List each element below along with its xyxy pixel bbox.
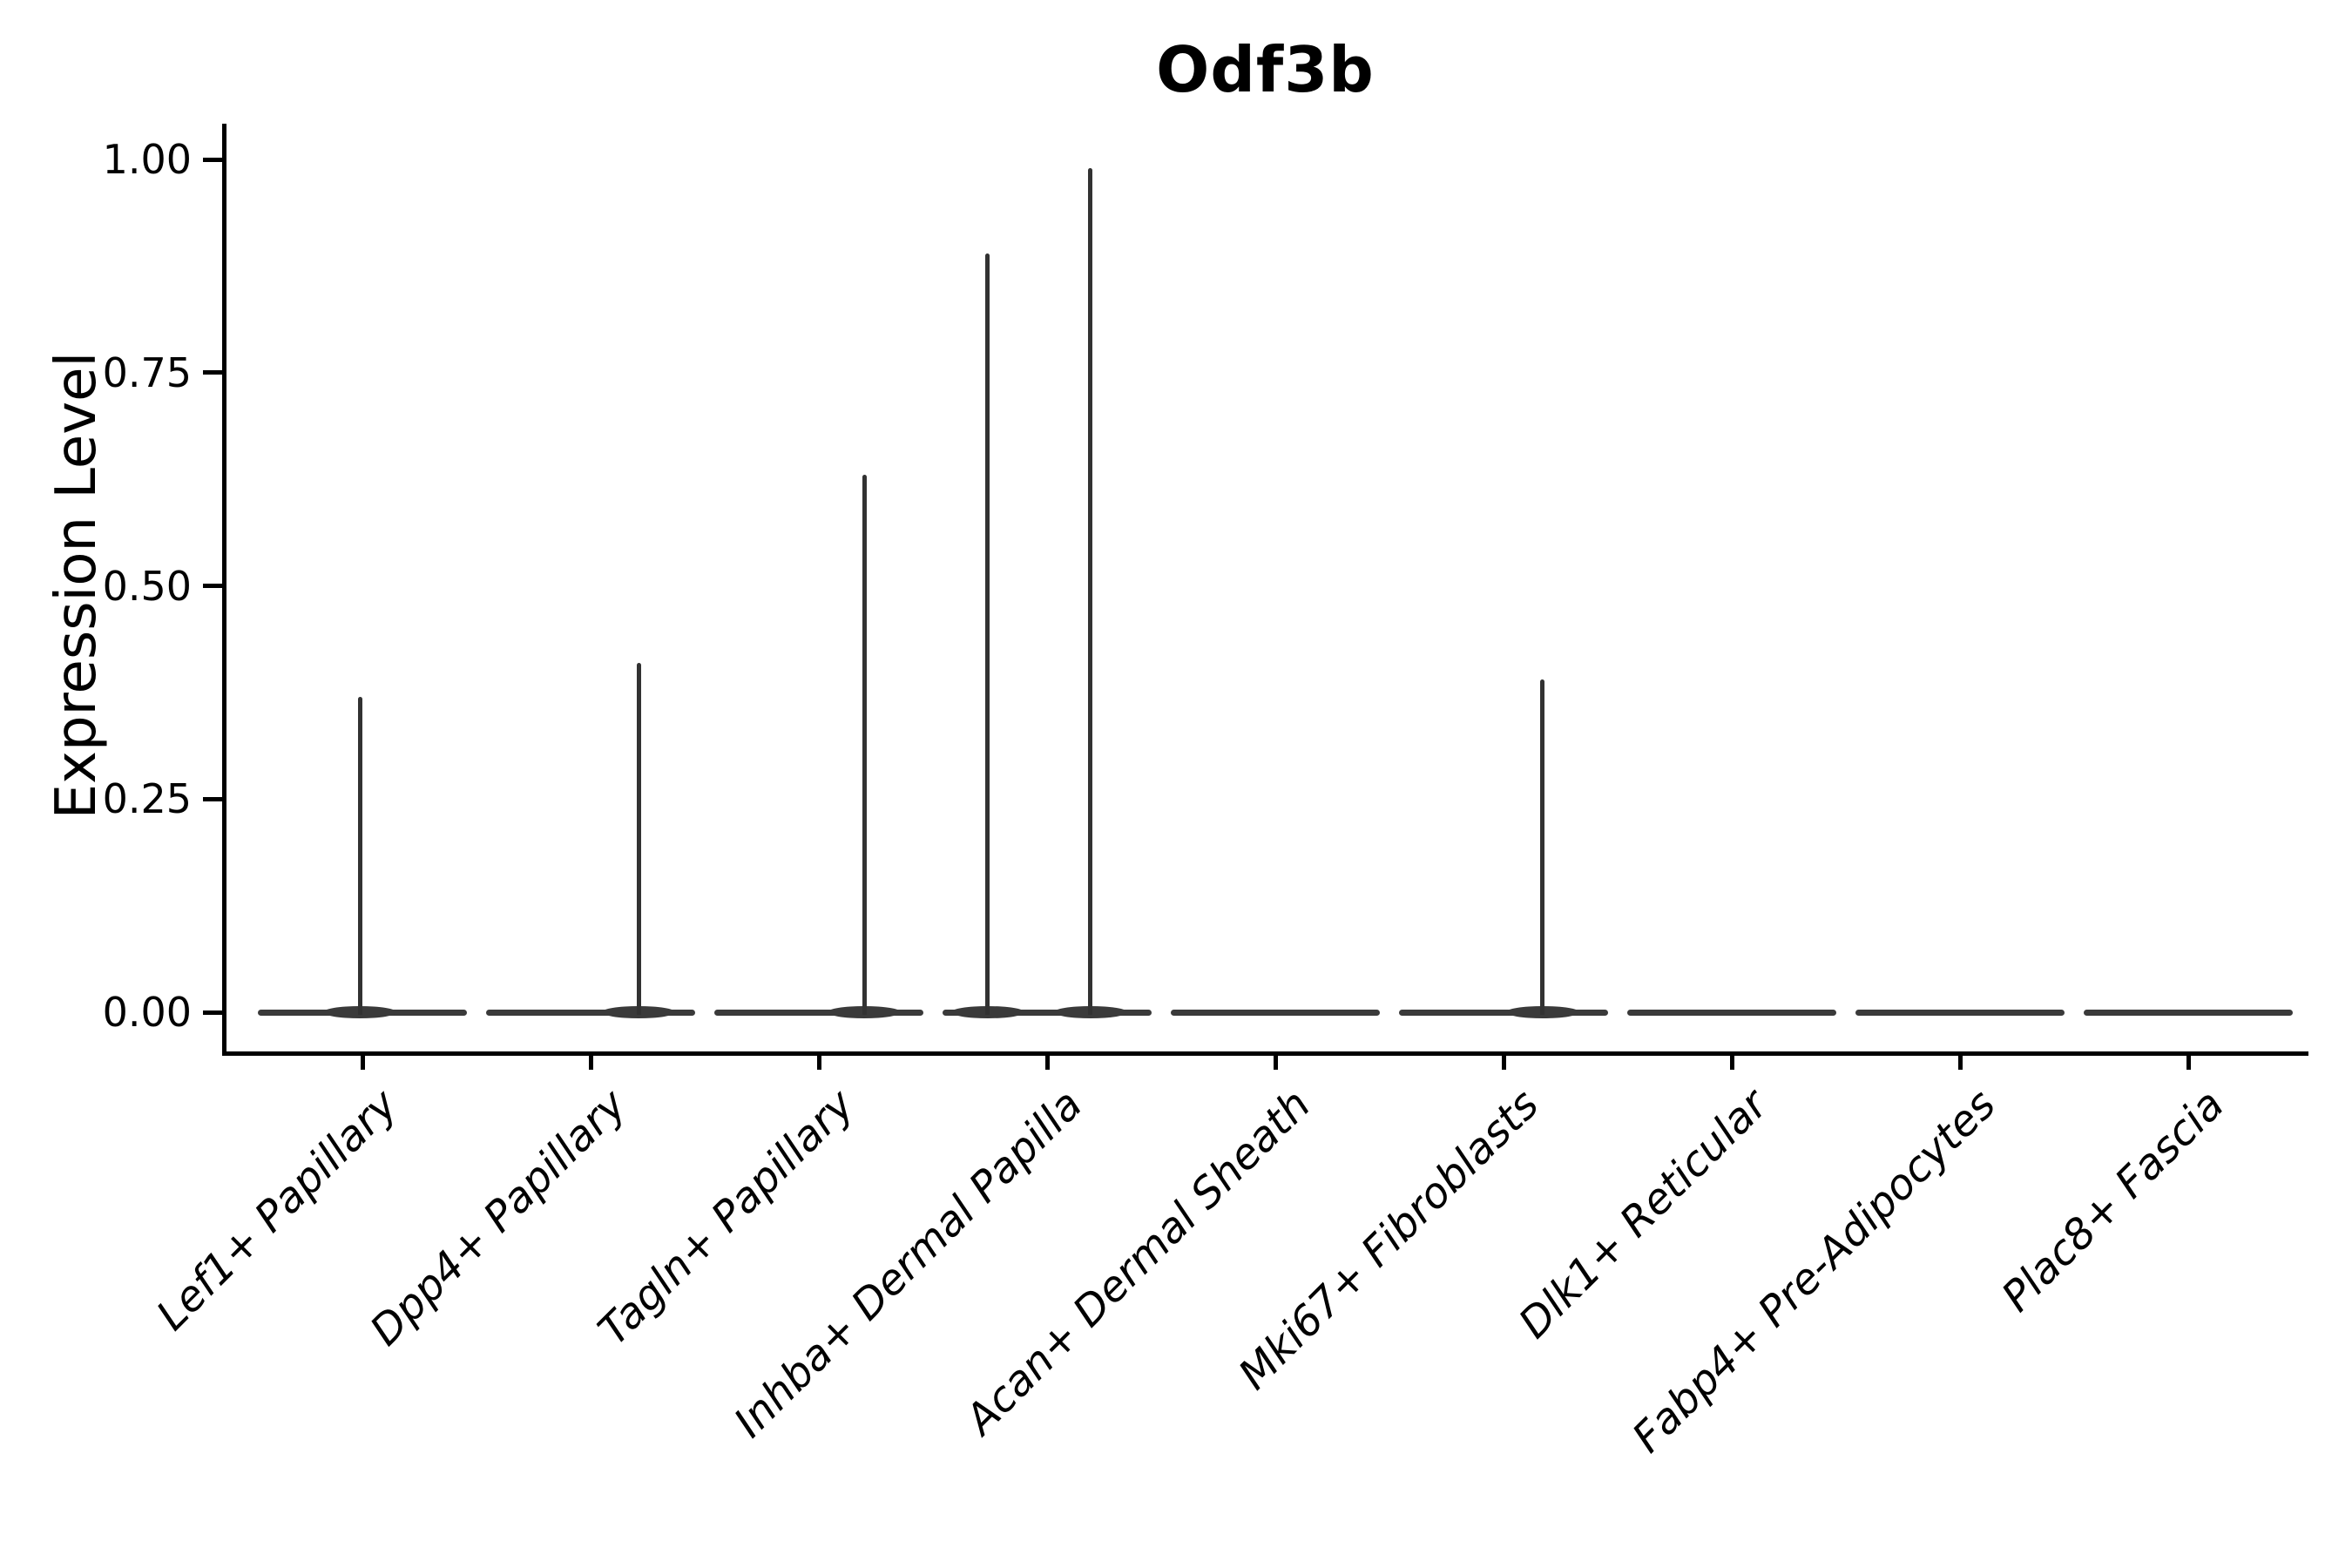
x-tick — [1044, 1056, 1050, 1070]
y-tick-label: 0.25 — [102, 775, 192, 823]
y-tick-label: 1.00 — [102, 136, 192, 183]
violin-spike — [1540, 679, 1545, 1016]
violin-spike — [636, 662, 641, 1016]
x-tick — [1729, 1056, 1734, 1070]
violin-spike — [1088, 167, 1093, 1016]
violin-body — [486, 1009, 695, 1016]
x-tick — [588, 1056, 593, 1070]
violin-body — [1171, 1009, 1380, 1016]
x-tick — [1957, 1056, 1963, 1070]
violin-body — [714, 1009, 923, 1016]
violin-body — [1627, 1009, 1836, 1016]
x-tick — [1273, 1056, 1278, 1070]
x-tick — [1501, 1056, 1506, 1070]
y-tick — [203, 584, 222, 588]
violin-body — [2084, 1009, 2293, 1016]
x-tick — [816, 1056, 821, 1070]
y-tick-label: 0.00 — [102, 989, 192, 1036]
x-axis-spine — [222, 1051, 2308, 1056]
y-tick — [203, 157, 222, 162]
violin-spike — [985, 253, 990, 1016]
violin-spike — [862, 475, 867, 1016]
y-tick — [203, 1010, 222, 1015]
y-tick — [203, 370, 222, 375]
x-tick-label: Plac8+ Fascia — [1833, 1080, 2234, 1321]
y-axis-spine — [222, 124, 226, 1056]
y-tick-label: 0.75 — [102, 348, 192, 396]
y-tick-label: 0.50 — [102, 562, 192, 610]
violin-body — [1399, 1009, 1608, 1016]
figure-title: Odf3b — [1156, 33, 1375, 106]
violin-body — [1855, 1009, 2065, 1016]
y-tick — [203, 796, 222, 801]
x-tick — [360, 1056, 365, 1070]
x-tick-label-text: Plac8+ Fascia — [1991, 1080, 2234, 1321]
x-tick — [2186, 1056, 2191, 1070]
violin-spike — [357, 696, 362, 1016]
violin-body — [943, 1009, 1152, 1016]
x-tick-label-text: Fabp4+ Pre-Adipocytes — [1623, 1080, 2005, 1463]
